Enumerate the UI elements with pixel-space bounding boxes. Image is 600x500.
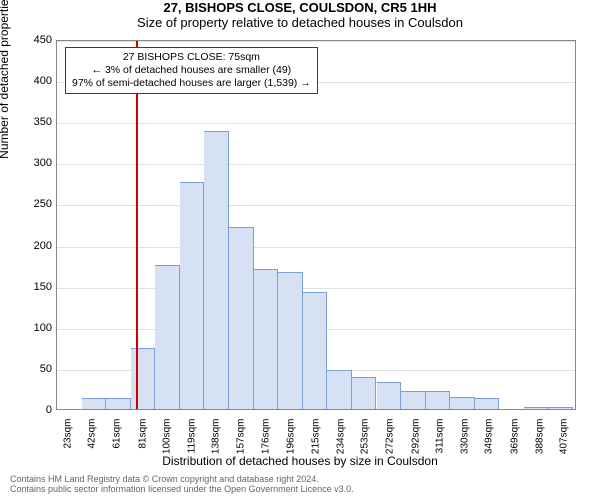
x-tick-label: 100sqm <box>162 419 173 469</box>
histogram-bar <box>377 382 402 409</box>
histogram-bar <box>549 407 574 409</box>
x-tick-label: 23sqm <box>62 419 73 469</box>
y-tick-label: 350 <box>12 116 52 128</box>
histogram-bar <box>278 272 303 409</box>
histogram-bar <box>450 397 475 409</box>
footer-credits: Contains HM Land Registry data © Crown c… <box>10 474 354 495</box>
histogram-bar <box>352 377 377 409</box>
x-tick-label: 176sqm <box>260 419 271 469</box>
title-subtitle: Size of property relative to detached ho… <box>0 15 600 30</box>
x-tick-label: 61sqm <box>111 419 122 469</box>
footer-line1: Contains HM Land Registry data © Crown c… <box>10 474 354 484</box>
y-tick-label: 0 <box>12 404 52 416</box>
histogram-bar <box>475 398 500 410</box>
x-tick-label: 388sqm <box>534 419 545 469</box>
x-tick-label: 196sqm <box>286 419 297 469</box>
gridline <box>57 41 575 42</box>
histogram-bar <box>82 398 107 410</box>
x-tick-label: 119sqm <box>186 419 197 469</box>
y-tick-label: 250 <box>12 198 52 210</box>
x-tick-label: 369sqm <box>510 419 521 469</box>
gridline <box>57 205 575 206</box>
histogram-bar <box>131 348 156 409</box>
y-tick-label: 450 <box>12 34 52 46</box>
gridline <box>57 123 575 124</box>
footer-line2: Contains public sector information licen… <box>10 484 354 494</box>
x-tick-label: 253sqm <box>360 419 371 469</box>
annot-line2: ← 3% of detached houses are smaller (49) <box>72 64 311 77</box>
histogram-bar <box>524 407 549 409</box>
histogram-bar <box>180 182 205 409</box>
gridline <box>57 288 575 289</box>
annot-line3: 97% of semi-detached houses are larger (… <box>72 77 311 90</box>
x-tick-label: 349sqm <box>484 419 495 469</box>
x-tick-label: 42sqm <box>87 419 98 469</box>
y-tick-label: 200 <box>12 240 52 252</box>
annotation-box: 27 BISHOPS CLOSE: 75sqm ← 3% of detached… <box>65 47 318 94</box>
annot-line1: 27 BISHOPS CLOSE: 75sqm <box>72 51 311 64</box>
x-tick-label: 311sqm <box>435 419 446 469</box>
histogram-bar <box>155 265 180 409</box>
histogram-bar <box>106 398 131 410</box>
x-tick-label: 138sqm <box>211 419 222 469</box>
y-tick-label: 400 <box>12 75 52 87</box>
x-tick-label: 272sqm <box>384 419 395 469</box>
y-tick-label: 100 <box>12 322 52 334</box>
histogram-bar <box>229 227 254 409</box>
marker-line <box>136 41 138 409</box>
title-block: 27, BISHOPS CLOSE, COULSDON, CR5 1HH Siz… <box>0 0 600 30</box>
gridline <box>57 247 575 248</box>
histogram-bar <box>327 370 352 409</box>
plot-area: 27 BISHOPS CLOSE: 75sqm ← 3% of detached… <box>56 40 576 410</box>
histogram-bar <box>303 292 328 409</box>
x-tick-label: 330sqm <box>459 419 470 469</box>
y-tick-label: 150 <box>12 281 52 293</box>
x-tick-label: 81sqm <box>137 419 148 469</box>
histogram-bar <box>426 391 451 409</box>
x-tick-label: 407sqm <box>559 419 570 469</box>
y-tick-label: 300 <box>12 157 52 169</box>
title-address: 27, BISHOPS CLOSE, COULSDON, CR5 1HH <box>0 0 600 15</box>
chart-container: 27, BISHOPS CLOSE, COULSDON, CR5 1HH Siz… <box>0 0 600 500</box>
gridline <box>57 164 575 165</box>
x-tick-label: 157sqm <box>235 419 246 469</box>
x-tick-label: 215sqm <box>311 419 322 469</box>
y-axis-label: Number of detached properties <box>0 0 11 159</box>
y-tick-label: 50 <box>12 363 52 375</box>
histogram-bar <box>401 391 426 409</box>
x-tick-label: 234sqm <box>335 419 346 469</box>
x-tick-label: 292sqm <box>410 419 421 469</box>
histogram-bar <box>204 131 229 409</box>
histogram-bar <box>254 269 279 409</box>
